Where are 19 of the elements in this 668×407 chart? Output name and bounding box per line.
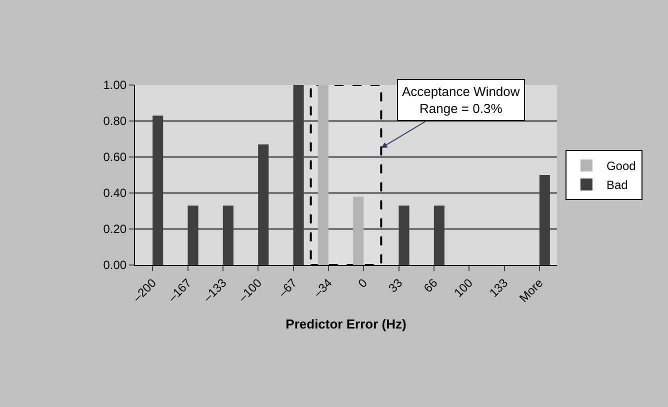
y-tick-label: 0.20 bbox=[103, 222, 127, 236]
x-tick-label: 100 bbox=[451, 276, 476, 300]
x-axis-title: Predictor Error (Hz) bbox=[286, 316, 406, 332]
x-tick-label: 133 bbox=[486, 276, 511, 300]
bar bbox=[318, 85, 328, 265]
y-tick-label: 0.40 bbox=[103, 186, 127, 200]
y-tick-label: 0.80 bbox=[103, 114, 127, 128]
y-tick-label: 0.00 bbox=[103, 258, 127, 272]
bar bbox=[353, 196, 364, 265]
x-tick-label: 33 bbox=[386, 276, 406, 296]
legend-label: Good bbox=[606, 159, 636, 174]
x-tick-label: 0 bbox=[355, 276, 370, 290]
y-tick-label: 1.00 bbox=[103, 78, 127, 92]
y-tick-label: 0.60 bbox=[103, 150, 127, 164]
x-tick-label: –34 bbox=[310, 276, 336, 300]
x-tick-label: 66 bbox=[420, 276, 441, 296]
legend-label: Bad bbox=[606, 178, 628, 192]
band-label: Acceptance Window Range = 0.3% bbox=[402, 84, 520, 116]
x-tick-label: –67 bbox=[276, 276, 300, 300]
